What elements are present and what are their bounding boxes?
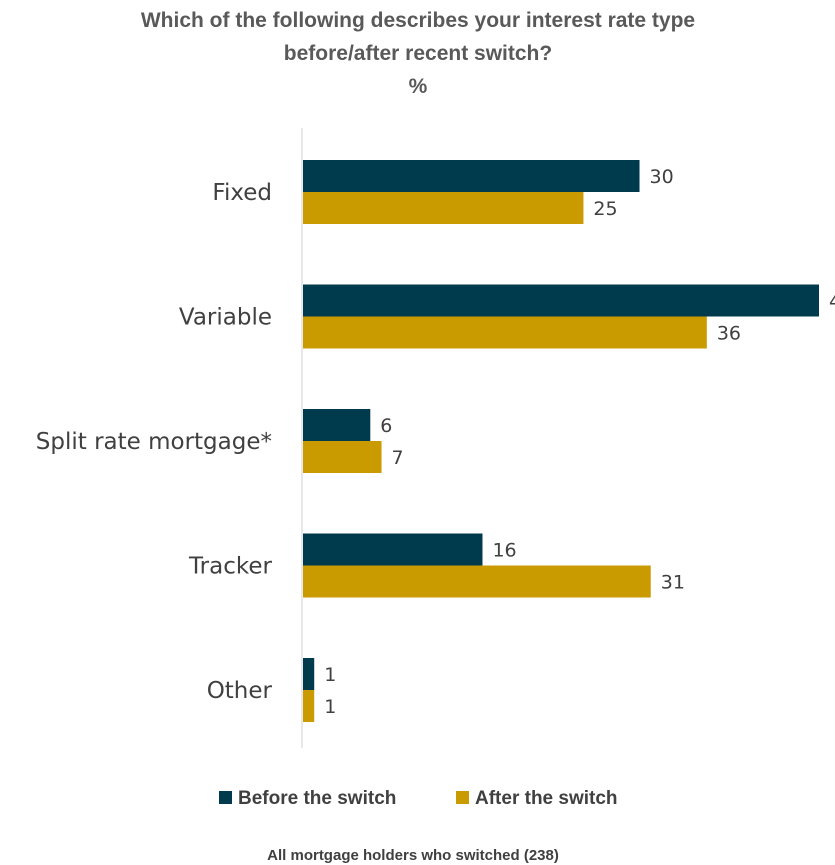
bar-split-rate-mortgage-after — [303, 441, 382, 473]
title-line-2: before/after recent switch? — [284, 42, 552, 65]
bar-other-after — [303, 690, 315, 722]
bar-tracker-before — [303, 533, 483, 566]
value-label-variable-before: 46 — [829, 291, 835, 313]
title-line-3: % — [409, 75, 428, 98]
title-line-1: Which of the following describes your in… — [141, 9, 695, 32]
value-label-other-after: 1 — [324, 696, 336, 718]
category-label-fixed: Fixed — [212, 180, 272, 206]
legend-swatch-after — [456, 791, 469, 804]
value-label-fixed-after: 25 — [593, 198, 617, 220]
legend-swatch-before — [219, 791, 232, 804]
value-label-tracker-after: 31 — [661, 572, 685, 594]
legend-label-before: Before the switch — [238, 788, 396, 809]
bar-split-rate-mortgage-before — [303, 409, 371, 441]
value-label-split-rate-mortgage-before: 6 — [380, 415, 392, 437]
legend: Before the switch After the switch — [219, 788, 618, 809]
category-label-variable: Variable — [179, 305, 272, 331]
value-label-tracker-before: 16 — [492, 540, 516, 562]
bar-variable-after — [303, 316, 707, 349]
chart-title: Which of the following describes your in… — [141, 9, 695, 98]
value-label-fixed-before: 30 — [650, 166, 674, 188]
bar-other-before — [303, 658, 315, 690]
category-label-other: Other — [207, 678, 273, 704]
bar-fixed-after — [303, 192, 584, 224]
bar-fixed-before — [303, 160, 640, 192]
value-label-variable-after: 36 — [717, 323, 741, 345]
value-label-split-rate-mortgage-after: 7 — [392, 447, 404, 469]
bar-tracker-after — [303, 565, 651, 598]
legend-label-after: After the switch — [475, 788, 618, 809]
category-label-split-rate-mortgage: Split rate mortgage* — [36, 429, 272, 455]
footnote: All mortgage holders who switched (238) — [267, 847, 559, 864]
value-label-other-before: 1 — [324, 664, 336, 686]
category-label-tracker: Tracker — [188, 554, 273, 580]
bar-variable-before — [303, 284, 819, 317]
plot-area: Fixed 30 25 Variable 46 36 Split rate mortgage… — [36, 160, 835, 722]
